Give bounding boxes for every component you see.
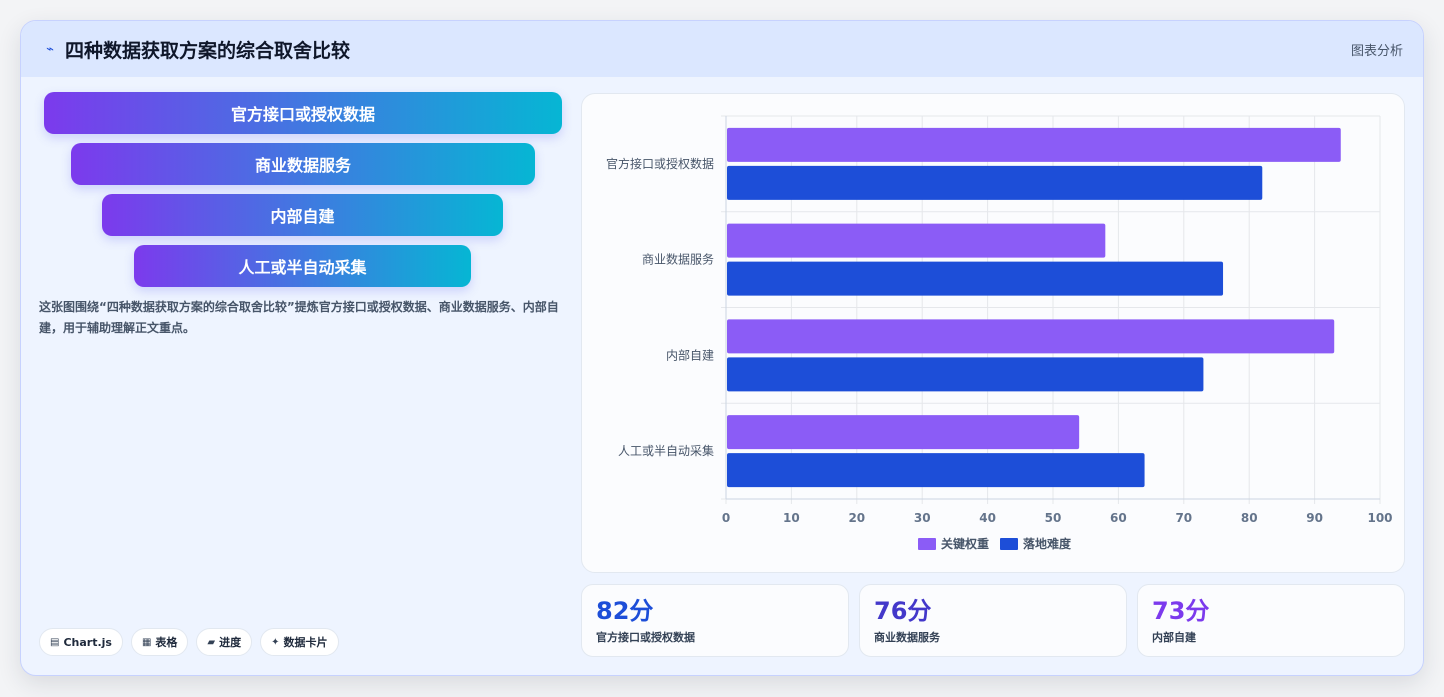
header-tag: 图表分析 bbox=[1350, 43, 1403, 59]
legend-swatch bbox=[918, 538, 936, 550]
progress-icon: ▰ bbox=[207, 636, 216, 648]
sparkline-icon: ⌁ bbox=[46, 41, 54, 57]
legend-swatch bbox=[1000, 538, 1018, 550]
x-tick-label: 80 bbox=[1241, 511, 1258, 525]
legend-label: 落地难度 bbox=[1023, 536, 1072, 551]
header: ⌁ 四种数据获取方案的综合取舍比较 图表分析 bbox=[21, 21, 1423, 77]
funnel-step-3: 内部自建 bbox=[102, 194, 503, 236]
x-tick-label: 100 bbox=[1367, 511, 1392, 525]
tech-chips: ▤ Chart.js ▦ 表格 ▰ 进度 ✦ 数据卡片 bbox=[39, 628, 339, 656]
chip-progress[interactable]: ▰ 进度 bbox=[196, 628, 253, 656]
stat-label: 内部自建 bbox=[1152, 631, 1196, 644]
stat-label: 商业数据服务 bbox=[874, 631, 940, 644]
x-tick-label: 60 bbox=[1110, 511, 1127, 525]
stat-card-1: 82分 官方接口或授权数据 bbox=[581, 584, 849, 657]
chip-label: 表格 bbox=[155, 636, 178, 649]
bar-weight bbox=[727, 319, 1335, 354]
bar-difficulty bbox=[727, 261, 1224, 296]
chip-table[interactable]: ▦ 表格 bbox=[130, 628, 189, 656]
chip-label: Chart.js bbox=[63, 635, 112, 649]
bar-chart-panel: 0 10 20 30 40 50 60 70 80 90 100 官方接口或授权数据商业数据服务内部自… bbox=[581, 93, 1405, 573]
chart-card: ⌁ 四种数据获取方案的综合取舍比较 图表分析 官方接口或授权数据 商业数据服务 … bbox=[20, 20, 1424, 676]
y-tick-label: 内部自建 bbox=[666, 347, 714, 362]
chip-cards[interactable]: ✦ 数据卡片 bbox=[260, 628, 339, 656]
legend-label: 关键权重 bbox=[941, 536, 989, 551]
funnel-step-1: 官方接口或授权数据 bbox=[44, 92, 562, 134]
card-icon: ✦ bbox=[271, 636, 280, 648]
bar-chart: 0 10 20 30 40 50 60 70 80 90 100 官方接口或授权数据商业数据服务内部自… bbox=[606, 115, 1393, 551]
x-tick-label: 10 bbox=[783, 511, 800, 525]
chart-description: 这张图围绕“四种数据获取方案的综合取舍比较”提炼官方接口或授权数据、商业数据服务… bbox=[39, 300, 559, 335]
bar-weight bbox=[727, 127, 1341, 162]
stat-value: 82分 bbox=[596, 597, 654, 625]
x-tick-label: 70 bbox=[1175, 511, 1192, 525]
y-tick-label: 人工或半自动采集 bbox=[618, 443, 714, 458]
page-title: 四种数据获取方案的综合取舍比较 bbox=[65, 39, 351, 62]
table-icon: ▦ bbox=[141, 636, 152, 648]
funnel-step-2: 商业数据服务 bbox=[71, 143, 535, 185]
chip-chartjs[interactable]: ▤ Chart.js bbox=[39, 628, 123, 656]
bar-difficulty bbox=[727, 165, 1263, 200]
y-tick-label: 官方接口或授权数据 bbox=[606, 156, 714, 171]
bar-weight bbox=[727, 223, 1106, 258]
bar-difficulty bbox=[727, 453, 1145, 488]
chip-label: 数据卡片 bbox=[283, 636, 328, 649]
x-tick-label: 50 bbox=[1045, 511, 1062, 525]
x-tick-label: 0 bbox=[722, 511, 730, 525]
stat-value: 76分 bbox=[874, 597, 932, 625]
chip-label: 进度 bbox=[219, 636, 242, 649]
chart-icon: ▤ bbox=[50, 636, 60, 648]
bar-weight bbox=[727, 415, 1080, 450]
bar-difficulty bbox=[727, 357, 1204, 392]
x-tick-label: 30 bbox=[914, 511, 931, 525]
y-tick-label: 商业数据服务 bbox=[642, 252, 714, 267]
stat-card-3: 73分 内部自建 bbox=[1137, 584, 1405, 657]
x-tick-label: 20 bbox=[848, 511, 865, 525]
x-tick-label: 40 bbox=[979, 511, 996, 525]
stat-label: 官方接口或授权数据 bbox=[596, 631, 695, 644]
stat-value: 73分 bbox=[1152, 597, 1210, 625]
x-tick-label: 90 bbox=[1306, 511, 1323, 525]
funnel-step-4: 人工或半自动采集 bbox=[134, 245, 471, 287]
stat-card-2: 76分 商业数据服务 bbox=[859, 584, 1127, 657]
